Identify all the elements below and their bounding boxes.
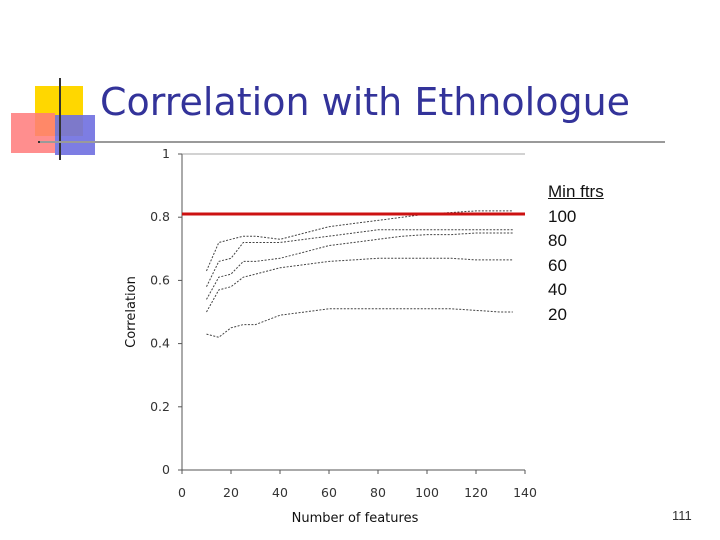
series-line-40 [206,257,513,313]
x-tick-label: 140 [513,485,537,500]
legend-item: 100 [548,206,577,226]
x-tick-label: 80 [370,485,386,500]
series-line-20 [206,308,513,338]
series-line-60 [206,232,513,300]
x-tick-label: 120 [464,485,488,500]
x-tick-label: 60 [321,485,337,500]
x-tick-label: 100 [415,485,439,500]
legend-item: 60 [548,255,567,275]
y-tick-label: 0.8 [150,209,170,224]
x-tick-label: 20 [223,485,239,500]
legend-item: 40 [548,280,567,299]
y-tick-label: 0.2 [150,399,170,414]
legend-item: 80 [548,231,567,250]
y-tick-label: 0.6 [150,272,170,287]
chart-axes: 0 0.2 0.4 0.6 0.8 1 0 20 40 60 80 100 120 140 [150,146,537,500]
x-tick-label: 0 [178,485,186,500]
x-axis-label: Number of features [292,511,419,526]
y-tick-label: 0.4 [150,336,170,351]
decor-blue-block [55,115,95,155]
decor-vertical-rule [59,78,61,160]
legend: Min ftrs 100 80 60 40 20 [548,180,604,327]
y-tick-label: 1 [162,146,170,161]
x-tick-label: 40 [272,485,288,500]
title-underline [40,141,665,143]
legend-heading: Min ftrs [548,182,604,201]
series-line-100 [206,210,513,272]
decor-red-block [11,113,55,153]
slide-number: 111 [672,508,692,523]
y-tick-label: 0 [162,462,170,477]
series-line-80 [206,229,513,287]
y-axis-label: Correlation [124,276,139,348]
chart-series [206,210,513,338]
slide-title: Correlation with Ethnologue [100,80,631,124]
legend-item: 20 [548,304,567,324]
